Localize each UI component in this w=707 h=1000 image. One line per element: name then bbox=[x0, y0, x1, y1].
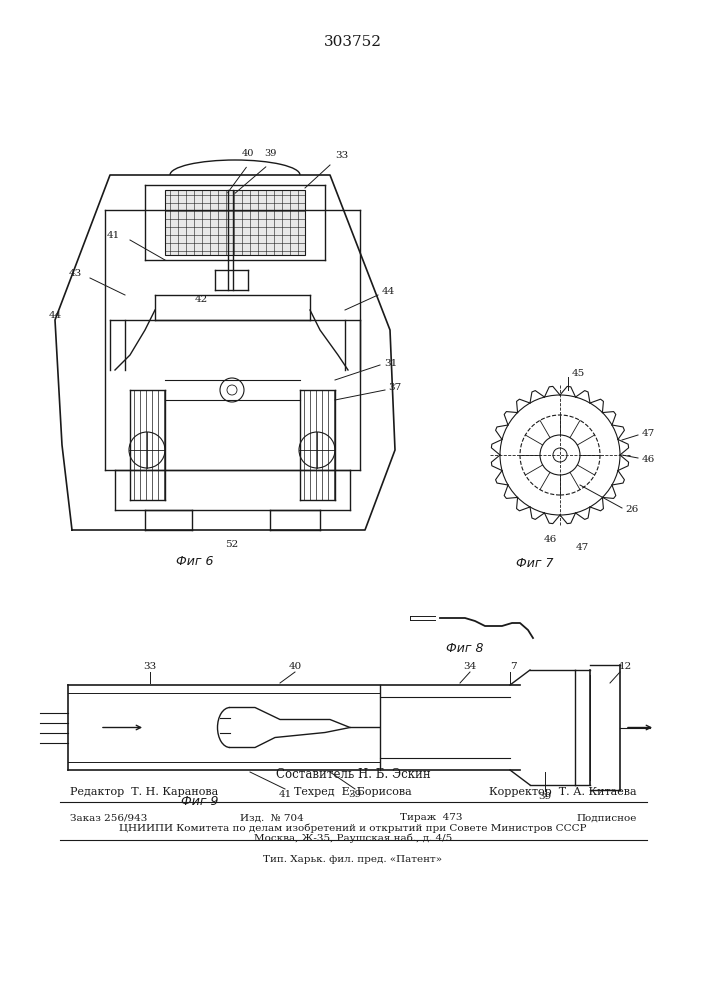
Text: Фиг 9: Фиг 9 bbox=[181, 795, 218, 808]
Text: 40: 40 bbox=[242, 149, 255, 158]
Text: 12: 12 bbox=[619, 662, 631, 671]
Text: 33: 33 bbox=[335, 151, 349, 160]
Text: 44: 44 bbox=[49, 310, 62, 320]
Text: Изд.  № 704: Изд. № 704 bbox=[240, 814, 304, 822]
Text: 34: 34 bbox=[463, 662, 477, 671]
Text: 44: 44 bbox=[382, 288, 395, 296]
Text: 303752: 303752 bbox=[324, 35, 382, 49]
Text: 39: 39 bbox=[349, 790, 361, 799]
Text: 39: 39 bbox=[538, 792, 551, 801]
Text: 47: 47 bbox=[575, 543, 589, 552]
Text: 46: 46 bbox=[642, 456, 655, 464]
Text: 7: 7 bbox=[510, 662, 516, 671]
Text: 52: 52 bbox=[226, 540, 239, 549]
Text: Подписное: Подписное bbox=[577, 814, 637, 822]
Text: 45: 45 bbox=[572, 368, 585, 377]
Text: Составитель Н. Б. Эскин: Составитель Н. Б. Эскин bbox=[276, 768, 431, 782]
Text: 42: 42 bbox=[195, 296, 209, 304]
Text: Фиг 8: Фиг 8 bbox=[446, 642, 484, 655]
Bar bbox=[165, 190, 305, 255]
Text: ЦНИИПИ Комитета по делам изобретений и открытий при Совете Министров СССР: ЦНИИПИ Комитета по делам изобретений и о… bbox=[119, 823, 587, 833]
Text: Заказ 256/943: Заказ 256/943 bbox=[70, 814, 147, 822]
Text: 26: 26 bbox=[625, 506, 638, 514]
Text: 31: 31 bbox=[384, 359, 397, 367]
Text: Москва, Ж-35, Раушская наб., д. 4/5: Москва, Ж-35, Раушская наб., д. 4/5 bbox=[254, 833, 452, 843]
Text: Фиг 6: Фиг 6 bbox=[176, 555, 214, 568]
Text: Техред  Е. Борисова: Техред Е. Борисова bbox=[294, 787, 412, 797]
Text: 40: 40 bbox=[288, 662, 302, 671]
Text: Корректор  Т. А. Китаева: Корректор Т. А. Китаева bbox=[489, 787, 637, 797]
Text: Тип. Харьк. фил. пред. «Патент»: Тип. Харьк. фил. пред. «Патент» bbox=[264, 856, 443, 864]
Text: 46: 46 bbox=[544, 535, 556, 544]
Text: 43: 43 bbox=[69, 269, 82, 278]
Text: Редактор  Т. Н. Каранова: Редактор Т. Н. Каранова bbox=[70, 787, 218, 797]
Text: Фиг 7: Фиг 7 bbox=[516, 557, 554, 570]
Text: 39: 39 bbox=[264, 149, 276, 158]
Text: 47: 47 bbox=[642, 428, 655, 438]
Text: Тираж  473: Тираж 473 bbox=[400, 814, 462, 822]
Text: 41: 41 bbox=[279, 790, 291, 799]
Text: 37: 37 bbox=[388, 383, 402, 392]
Text: 41: 41 bbox=[107, 232, 120, 240]
Text: 33: 33 bbox=[144, 662, 157, 671]
